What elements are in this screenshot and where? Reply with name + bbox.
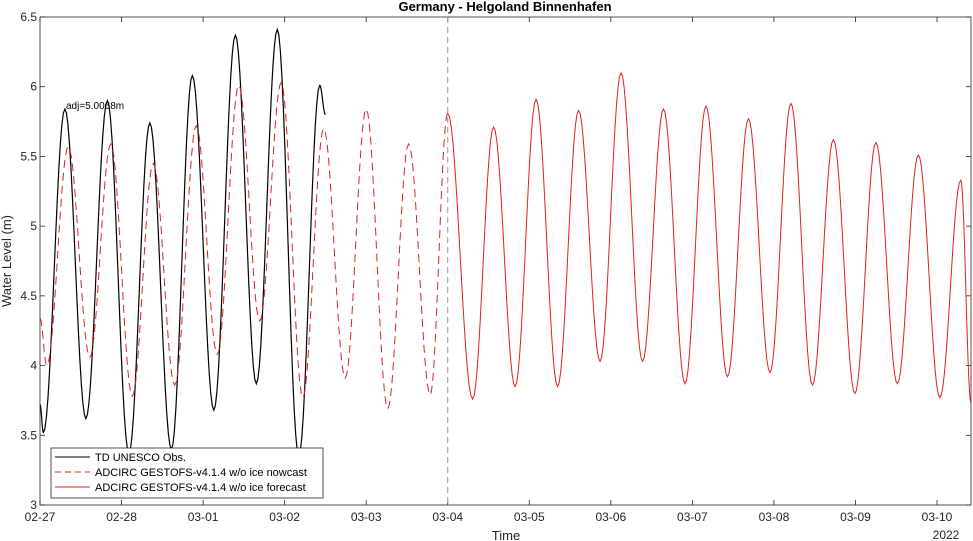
chart-title: Germany - Helgoland Binnenhafen [398,0,611,14]
y-axis: 3 3.5 4 4.5 5 5.5 6 6.5 [20,10,971,512]
x-axis: 02-27 02-28 03-01 03-02 03-03 03-04 03-05 03-06… [25,17,953,524]
y-tick-label: 4.5 [20,289,37,303]
x-tick-label: 03-07 [677,510,708,524]
x-tick-label: 03-06 [595,510,626,524]
x-axis-label: Time [492,528,520,541]
year-label: 2022 [933,528,960,541]
legend-label-obs: TD UNESCO Obs. [95,452,186,464]
plot-area [39,16,972,506]
x-tick-label: 03-05 [514,510,545,524]
legend: TD UNESCO Obs. ADCIRC GESTOFS-v4.1.4 w/o… [50,447,324,499]
y-tick-label: 3 [30,498,37,512]
y-tick-label: 5 [30,219,37,233]
series-layer [39,27,972,459]
x-tick-label: 03-01 [188,510,219,524]
nowcast-series-line [39,81,449,411]
x-tick-label: 03-08 [759,510,790,524]
forecast-series-line [447,71,972,404]
y-tick-label: 4 [30,359,37,373]
x-tick-label: 03-10 [922,510,953,524]
legend-label-forecast: ADCIRC GESTOFS-v4.1.4 w/o ice forecast [95,482,306,494]
y-axis-label: Water Level (m) [0,215,14,307]
x-tick-label: 02-27 [25,510,56,524]
y-tick-label: 6.5 [20,10,37,24]
x-tick-label: 03-03 [351,510,382,524]
legend-label-nowcast: ADCIRC GESTOFS-v4.1.4 w/o ice nowcast [95,467,307,479]
datum-adjustment-annotation: adj=5.0068m [66,101,124,112]
obs-series-line [39,27,326,459]
x-tick-label: 03-02 [269,510,300,524]
x-tick-label: 02-28 [106,510,137,524]
y-tick-label: 3.5 [20,428,37,442]
x-tick-label: 03-09 [840,510,871,524]
y-tick-label: 6 [30,80,37,94]
x-tick-label: 03-04 [432,510,463,524]
y-tick-label: 5.5 [20,149,37,163]
